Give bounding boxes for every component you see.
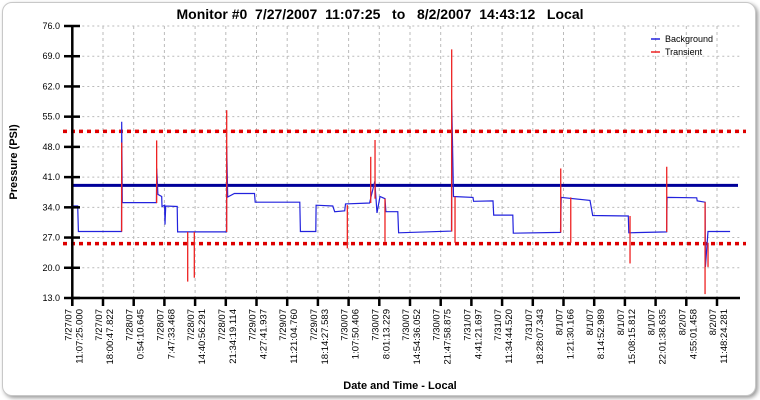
x-tick-time: 0:54:10.645 <box>136 309 147 359</box>
x-tick-time: 11:48:24.281 <box>719 309 730 364</box>
x-tick-date: 7/28/07 <box>217 309 228 341</box>
x-tick-date: 8/1/07 <box>616 309 627 335</box>
y-tick-label: 34.0 <box>42 202 60 212</box>
x-tick-time: 4:27:41.937 <box>259 309 270 359</box>
x-tick-date: 7/27/07 <box>63 309 74 341</box>
x-tick-date: 7/28/07 <box>186 309 197 341</box>
x-tick-date: 7/28/07 <box>125 309 136 341</box>
x-tick-time: 1:07:50.406 <box>351 309 362 359</box>
y-axis-label: Pressure (PSI) <box>8 124 20 200</box>
x-tick-date: 7/30/07 <box>432 309 443 341</box>
x-tick-time: 11:21:04.760 <box>289 309 300 364</box>
y-tick-label: 20.0 <box>42 263 60 273</box>
y-tick-label: 62.0 <box>42 81 60 91</box>
y-tick-label: 69.0 <box>42 51 60 61</box>
x-tick-date: 7/29/07 <box>248 309 259 341</box>
y-tick-label: 13.0 <box>42 293 60 303</box>
legend: Background Transient <box>651 34 713 57</box>
y-tick-label: 41.0 <box>42 172 60 182</box>
x-tick-date: 8/1/07 <box>647 309 658 335</box>
x-tick-date: 7/30/07 <box>340 309 351 341</box>
x-tick-date: 7/31/07 <box>493 309 504 341</box>
x-tick-time: 18:28:07.343 <box>535 309 546 364</box>
y-tick-label: 27.0 <box>42 233 60 243</box>
x-tick-time: 7:47:33.468 <box>166 309 177 359</box>
x-tick-time: 1:21:30.166 <box>566 309 577 359</box>
x-tick-date: 7/29/07 <box>278 309 289 341</box>
legend-label-background: Background <box>665 34 713 44</box>
x-tick-date: 7/29/07 <box>309 309 320 341</box>
x-tick-date: 8/1/07 <box>585 309 596 335</box>
x-tick-time: 4:41:21.697 <box>473 309 484 359</box>
x-tick-time: 4:55:01.458 <box>688 309 699 359</box>
x-axis-label: Date and Time - Local <box>343 380 457 392</box>
legend-label-transient: Transient <box>665 47 703 57</box>
x-tick-date: 7/31/07 <box>462 309 473 341</box>
y-tick-label: 48.0 <box>42 142 60 152</box>
x-tick-time: 11:34:44.520 <box>504 309 515 364</box>
chart-title: Monitor #0 7/27/2007 11:07:25 to 8/2/200… <box>177 6 584 22</box>
x-tick-time: 8:01:13.229 <box>381 309 392 359</box>
x-tick-date: 7/31/07 <box>524 309 535 341</box>
x-tick-time: 21:34:19.114 <box>228 309 239 364</box>
x-tick-time: 11:07:25.000 <box>74 309 85 364</box>
x-tick-time: 22:01:38.635 <box>658 309 669 364</box>
x-tick-time: 18:14:27.583 <box>320 309 331 364</box>
x-tick-date: 7/30/07 <box>370 309 381 341</box>
y-tick-label: 55.0 <box>42 112 60 122</box>
x-tick-time: 14:40:56.291 <box>197 309 208 364</box>
x-tick-date: 8/2/07 <box>708 309 719 335</box>
x-tick-time: 21:47:58.875 <box>443 309 454 364</box>
x-tick-date: 7/27/07 <box>94 309 105 341</box>
x-tick-date: 8/2/07 <box>677 309 688 335</box>
x-tick-time: 18:00:47.822 <box>105 309 116 364</box>
x-tick-date: 7/30/07 <box>401 309 412 341</box>
y-tick-label: 76.0 <box>42 21 60 31</box>
x-tick-date: 7/28/07 <box>155 309 166 341</box>
x-tick-time: 14:54:36.052 <box>412 309 423 364</box>
x-tick-time: 15:08:15.812 <box>627 309 638 364</box>
x-tick-date: 8/1/07 <box>555 309 566 335</box>
x-tick-time: 8:14:52.989 <box>596 309 607 359</box>
background-series-line <box>72 99 731 267</box>
